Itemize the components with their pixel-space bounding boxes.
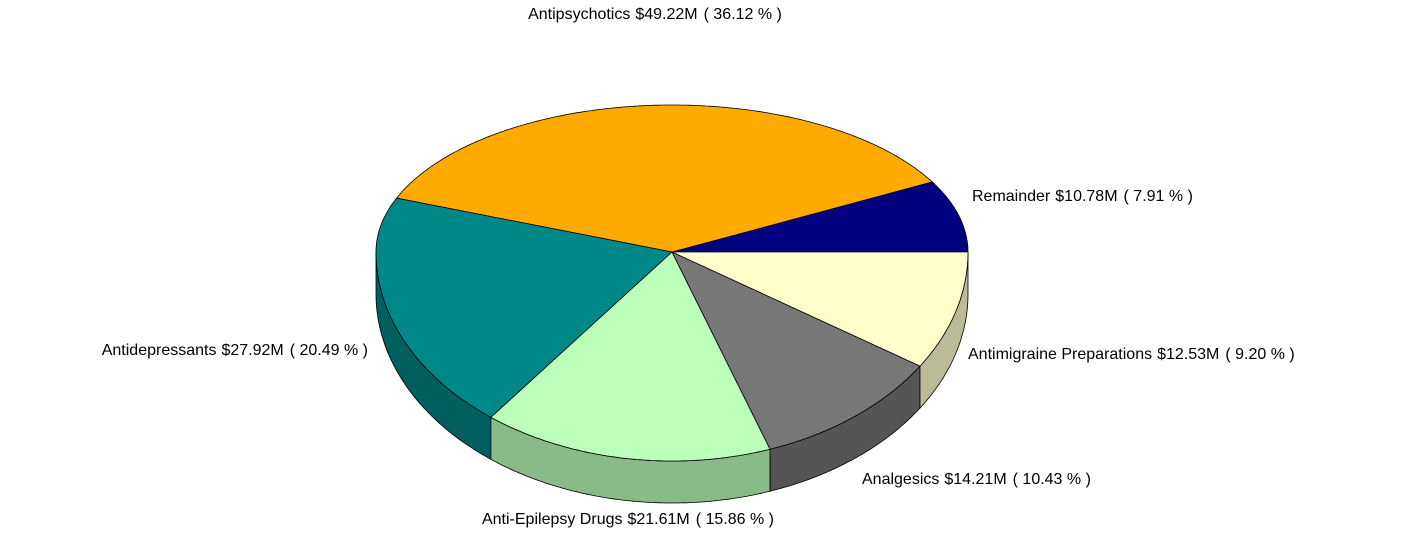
value-label: $27.92M [221, 342, 283, 359]
percent-label: ( 7.91 % ) [1124, 188, 1193, 205]
slice-label: Antimigraine Preparations $12.53M ( 9.20 %… [968, 346, 1295, 363]
category-label: Antidepressants [102, 342, 217, 359]
value-label: $12.53M [1157, 346, 1219, 363]
percent-label: ( 15.86 % ) [696, 511, 774, 528]
slice [671, 251, 969, 367]
percent-label: ( 10.43 % ) [1013, 471, 1091, 488]
category-label: Analgesics [862, 471, 939, 488]
category-label: Remainder [972, 188, 1051, 205]
slice [490, 251, 771, 462]
percent-label: ( 20.49 % ) [290, 342, 368, 359]
slice [375, 197, 673, 418]
slice-label: Anti-Epilepsy Drugs $21.61M ( 15.86 % ) [482, 511, 774, 528]
slice [395, 104, 934, 253]
slice-label: Antidepressants $27.92M ( 20.49 % ) [102, 342, 368, 359]
value-label: $49.22M [635, 6, 697, 23]
slice-label: Antipsychotics $49.22M ( 36.12 % ) [528, 6, 782, 23]
category-label: Anti-Epilepsy Drugs [482, 511, 623, 528]
value-label: $10.78M [1055, 188, 1117, 205]
slice-label: Analgesics $14.21M ( 10.43 % ) [862, 471, 1091, 488]
percent-label: ( 36.12 % ) [704, 6, 782, 23]
slice [671, 251, 921, 450]
percent-label: ( 9.20 % ) [1225, 346, 1294, 363]
category-label: Antimigraine Preparations [968, 346, 1152, 363]
value-label: $21.61M [627, 511, 689, 528]
value-label: $14.21M [944, 471, 1006, 488]
slice [671, 181, 969, 253]
slice-label: Remainder $10.78M ( 7.91 % ) [972, 188, 1193, 205]
category-label: Antipsychotics [528, 6, 630, 23]
